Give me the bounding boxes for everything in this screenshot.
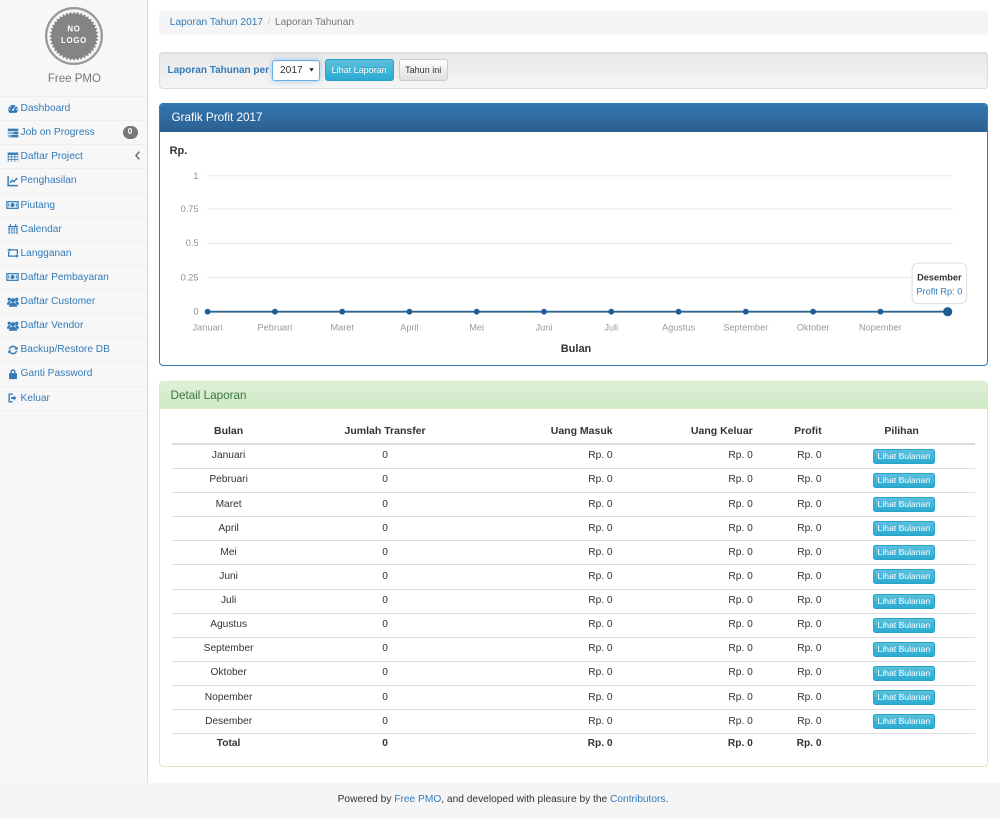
svg-text:0.5: 0.5: [185, 238, 198, 248]
svg-text:0.75: 0.75: [180, 204, 198, 214]
svg-text:Agustus: Agustus: [661, 322, 695, 332]
svg-text:Juli: Juli: [604, 322, 618, 332]
svg-text:1: 1: [193, 171, 198, 181]
svg-text:0: 0: [193, 307, 198, 317]
svg-text:Oktober: Oktober: [796, 322, 829, 332]
svg-text:Bulan: Bulan: [560, 343, 591, 355]
svg-text:Pebruari: Pebruari: [257, 322, 292, 332]
svg-text:Profit Rp: 0: Profit Rp: 0: [916, 286, 962, 296]
svg-text:Nopember: Nopember: [858, 322, 901, 332]
svg-text:NO: NO: [68, 25, 81, 34]
svg-text:Juni: Juni: [535, 322, 552, 332]
svg-text:0.25: 0.25: [180, 272, 198, 282]
svg-text:April: April: [400, 322, 418, 332]
svg-text:Maret: Maret: [330, 322, 354, 332]
svg-text:Desember: Desember: [917, 272, 962, 282]
svg-text:Januari: Januari: [192, 322, 222, 332]
svg-text:Mei: Mei: [469, 322, 484, 332]
svg-text:LOGO: LOGO: [61, 36, 87, 45]
svg-text:September: September: [723, 322, 768, 332]
svg-text:Rp.: Rp.: [169, 145, 187, 157]
